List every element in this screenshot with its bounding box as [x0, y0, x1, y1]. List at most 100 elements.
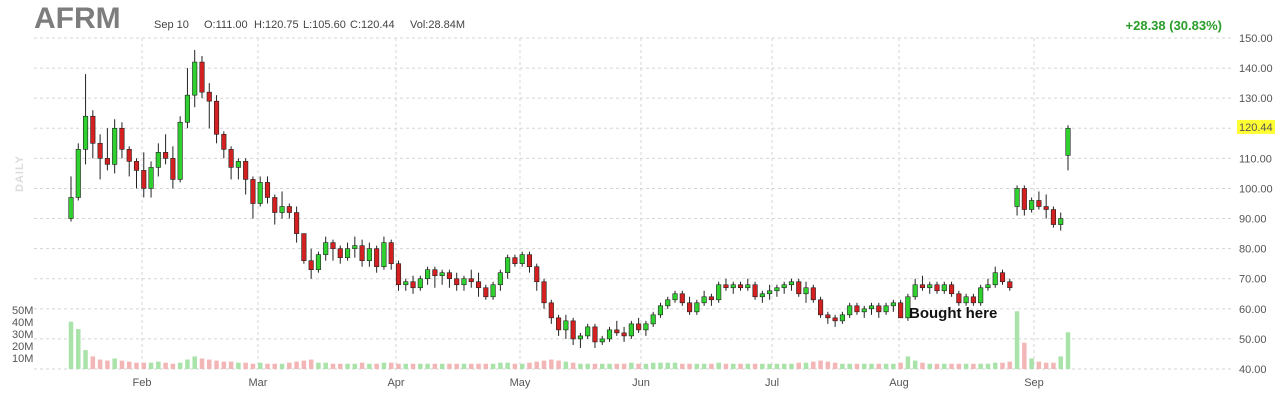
candle-body — [213, 100, 220, 135]
candle-body — [1058, 218, 1064, 225]
candle — [148, 161, 154, 198]
candle — [366, 242, 372, 267]
candle-body — [461, 278, 467, 286]
candle — [774, 284, 780, 297]
candle — [577, 332, 583, 348]
volume-bar — [665, 362, 671, 369]
candle-body — [352, 245, 358, 249]
volume-bar — [854, 363, 860, 369]
volume-bar — [796, 362, 801, 369]
volume-bar — [418, 363, 423, 369]
volume-bar — [1051, 362, 1056, 369]
candle — [112, 119, 118, 174]
candle-body — [1050, 209, 1057, 225]
volume-bar — [396, 363, 401, 369]
volume-bar — [876, 363, 882, 369]
candle — [628, 320, 634, 339]
candle — [1065, 125, 1071, 171]
candle — [927, 281, 933, 294]
candle — [548, 299, 554, 324]
candle — [82, 74, 89, 165]
candle-body — [825, 314, 831, 319]
candle — [825, 311, 831, 324]
volume-bar — [760, 363, 765, 369]
chart-annotations: 120.44 Bought here — [909, 119, 1275, 322]
volume-bar — [592, 363, 598, 369]
candle — [315, 251, 321, 273]
candle — [1050, 206, 1057, 228]
volume-bar — [236, 362, 241, 369]
volume-bar — [185, 359, 190, 369]
candle-body — [657, 305, 664, 316]
candle — [483, 284, 489, 300]
date-tick-label: Jun — [632, 377, 650, 389]
volume-bar — [447, 363, 452, 369]
last-price-highlight — [1237, 119, 1275, 134]
candle-body — [425, 269, 431, 280]
candle — [155, 143, 161, 177]
candle-body — [1029, 200, 1035, 210]
volume-bar — [126, 361, 132, 369]
price-tick-label: 60.00 — [1239, 304, 1267, 316]
candle — [301, 233, 307, 264]
candle-body — [294, 212, 300, 234]
date-tick-label: May — [510, 377, 531, 389]
candle-body — [1007, 281, 1013, 289]
candle — [679, 290, 685, 306]
candle — [352, 236, 358, 258]
volume-bar — [578, 363, 583, 369]
volume-bar — [272, 363, 278, 369]
candle-body — [417, 278, 423, 289]
candle-body — [854, 305, 860, 313]
candle-body — [919, 284, 926, 289]
volume-bar — [803, 362, 809, 369]
candle — [395, 260, 402, 291]
date-tick-label: Aug — [889, 377, 909, 389]
volume-bar — [1007, 361, 1013, 369]
volume-bar — [541, 360, 547, 369]
volume-bar — [971, 363, 976, 369]
candle-body — [621, 332, 627, 337]
candle-body — [541, 281, 547, 304]
volume-bar — [112, 358, 117, 369]
candle — [90, 110, 96, 159]
candle-body — [519, 254, 525, 264]
volume-bar — [1065, 332, 1071, 369]
volume-bar — [723, 363, 729, 369]
candle-body — [279, 206, 285, 213]
volume-bar — [781, 363, 787, 369]
candle-body — [497, 272, 503, 286]
volume-bar — [207, 359, 212, 369]
volume-bar — [563, 361, 569, 369]
volume-bar — [425, 363, 430, 369]
volume-bar — [774, 363, 780, 369]
volume-bar — [199, 358, 205, 369]
candle — [250, 176, 256, 219]
candle — [490, 281, 496, 300]
candle — [883, 302, 889, 315]
candle-body — [250, 179, 256, 204]
candle — [213, 95, 220, 144]
candle — [759, 290, 765, 303]
volume-bar — [585, 363, 590, 369]
candle-body — [788, 281, 795, 286]
volume-bar — [672, 362, 678, 369]
candle — [876, 302, 882, 318]
candle — [439, 269, 445, 285]
volume-bar — [912, 360, 918, 369]
volume-bar — [381, 362, 387, 369]
candle-body — [410, 281, 416, 289]
candle-body — [679, 293, 685, 304]
volume-bar — [891, 363, 896, 369]
candle-body — [672, 293, 678, 301]
candle — [257, 176, 263, 207]
candle-body — [315, 254, 321, 270]
open-value: O:111.00 — [204, 19, 248, 31]
candle — [446, 269, 452, 288]
candle — [97, 134, 103, 180]
candle — [461, 275, 467, 291]
volume-bar — [352, 363, 358, 369]
volume-bar — [498, 362, 503, 369]
candle-body — [163, 152, 169, 159]
